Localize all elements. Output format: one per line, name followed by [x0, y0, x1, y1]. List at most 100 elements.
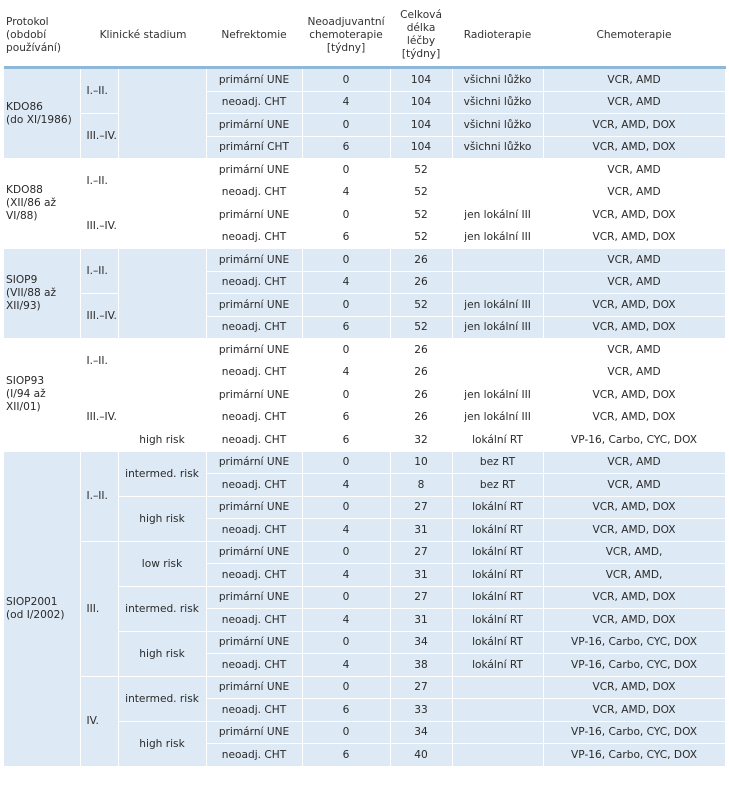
nephrectomy-cell: neoadj. CHT	[206, 181, 303, 204]
nephrectomy-cell: neoadj. CHT	[206, 316, 303, 339]
neoadjuvant-cell: 4	[302, 181, 391, 204]
table-row: IV. intermed. risk primární UNE 0 27 VCR, AMD…	[4, 676, 726, 767]
nephrectomy-cell: neoadj. CHT	[206, 226, 303, 249]
chemotherapy-cell: VCR, AMD, DOX	[543, 383, 726, 407]
radiotherapy-cell: jen lokální III	[452, 316, 544, 339]
radiotherapy-cell: bez RT	[452, 473, 544, 497]
table-header: Protokol (období používání) Klinické stadi…	[4, 4, 726, 69]
radiotherapy-cell: všichni lůžko	[452, 136, 544, 159]
table-row: SIOP9 (VII/88 až XII/93) I.–II. primární UNE…	[4, 248, 726, 339]
total-length-cell: 31	[390, 563, 453, 587]
total-length-cell: 104	[390, 91, 453, 114]
total-length-cell: 27	[390, 541, 453, 564]
chemotherapy-cell: VCR, AMD, DOX	[543, 226, 726, 249]
neoadjuvant-cell: 0	[302, 383, 391, 407]
neoadjuvant-cell: 0	[302, 721, 391, 744]
neoadjuvant-cell: 0	[302, 496, 391, 519]
total-length-cell: 31	[390, 518, 453, 542]
table-row: neoadj. CHT 4 26 VCR, AMD	[4, 361, 726, 384]
nephrectomy-cell: neoadj. CHT	[206, 698, 303, 722]
total-length-cell: 52	[390, 293, 453, 317]
risk-cell: intermed. risk	[118, 676, 207, 722]
total-length-cell: 104	[390, 113, 453, 137]
nephrectomy-cell: neoadj. CHT	[206, 473, 303, 497]
chemotherapy-cell: VCR, AMD,	[543, 563, 726, 587]
table-row: intermed. risk primární UNE 0 27 lokální RT V…	[4, 586, 726, 632]
total-length-cell: 34	[390, 721, 453, 744]
nephrectomy-cell: primární UNE	[206, 248, 303, 272]
total-length-cell: 33	[390, 698, 453, 722]
table-row: neoadj. CHT 4 31 lokální RT VCR, AMD,	[4, 563, 726, 587]
protocol-cell: SIOP93 (I/94 až XII/01)	[4, 338, 81, 452]
total-length-cell: 26	[390, 271, 453, 294]
neoadjuvant-cell: 0	[302, 541, 391, 564]
neoadjuvant-cell: 4	[302, 271, 391, 294]
radiotherapy-cell	[452, 721, 544, 744]
table-row: neoadj. CHT 6 52 jen lokální III VCR, AMD, D…	[4, 226, 726, 249]
total-length-cell: 32	[390, 428, 453, 452]
chemotherapy-cell: VCR, AMD, DOX	[543, 586, 726, 609]
radiotherapy-cell: lokální RT	[452, 518, 544, 542]
total-length-cell: 52	[390, 158, 453, 182]
protocol-cell: SIOP2001 (od I/2002)	[4, 450, 81, 767]
neoadjuvant-cell: 4	[302, 653, 391, 677]
radiotherapy-cell: lokální RT	[452, 563, 544, 587]
neoadjuvant-cell: 4	[302, 518, 391, 542]
chemotherapy-cell: VP-16, Carbo, CYC, DOX	[543, 743, 726, 767]
table-row: neoadj. CHT 4 26 VCR, AMD	[4, 271, 726, 294]
nephrectomy-cell: primární UNE	[206, 293, 303, 317]
table-row: high risk primární UNE 0 34 lokální RT VP-16,…	[4, 631, 726, 677]
radiotherapy-cell: lokální RT	[452, 631, 544, 654]
table-row: III.–IV. primární UNE 0 52 jen lokální III VC…	[4, 203, 726, 249]
radiotherapy-cell	[452, 361, 544, 384]
table-row: high risk primární UNE 0 27 lokální RT VCR, A…	[4, 496, 726, 542]
neoadjuvant-cell: 0	[302, 67, 391, 92]
chemotherapy-cell: VCR, AMD, DOX	[543, 518, 726, 542]
nephrectomy-cell: primární UNE	[206, 338, 303, 362]
neoadjuvant-cell: 4	[302, 608, 391, 632]
nephrectomy-cell: neoadj. CHT	[206, 743, 303, 767]
neoadjuvant-cell: 0	[302, 248, 391, 272]
header-nephrectomy: Nefrektomie	[206, 4, 303, 69]
total-length-cell: 52	[390, 181, 453, 204]
nephrectomy-cell: primární UNE	[206, 541, 303, 564]
radiotherapy-cell: lokální RT	[452, 608, 544, 632]
radiotherapy-cell	[452, 698, 544, 722]
chemotherapy-cell: VCR, AMD, DOX	[543, 496, 726, 519]
protocol-cell: KDO86 (do XI/1986)	[4, 67, 81, 159]
table-row: neoadj. CHT 6 40 VP-16, Carbo, CYC, DOX	[4, 743, 726, 767]
stage-cell: I.–II.	[80, 158, 119, 204]
protocol-table: Protokol (období používání) Klinické stadi…	[4, 4, 726, 767]
chemotherapy-cell: VCR, AMD, DOX	[543, 136, 726, 159]
radiotherapy-cell: všichni lůžko	[452, 67, 544, 92]
chemotherapy-cell: VCR, AMD, DOX	[543, 406, 726, 429]
risk-cell	[118, 158, 207, 249]
radiotherapy-cell: všichni lůžko	[452, 91, 544, 114]
table-row: neoadj. CHT 4 104 všichni lůžko VCR, AMD	[4, 91, 726, 114]
neoadjuvant-cell: 0	[302, 586, 391, 609]
nephrectomy-cell: primární UNE	[206, 158, 303, 182]
nephrectomy-cell: primární UNE	[206, 67, 303, 92]
risk-cell: low risk	[118, 541, 207, 587]
stage-cell: I.–II.	[80, 67, 119, 114]
stage-cell: III.–IV.	[80, 293, 119, 339]
table-row: high risk primární UNE 0 34 VP-16, Carbo, CY…	[4, 721, 726, 767]
nephrectomy-cell: neoadj. CHT	[206, 271, 303, 294]
neoadjuvant-cell: 4	[302, 361, 391, 384]
chemotherapy-cell: VCR, AMD,	[543, 541, 726, 564]
nephrectomy-cell: neoadj. CHT	[206, 608, 303, 632]
neoadjuvant-cell: 0	[302, 450, 391, 474]
radiotherapy-cell: všichni lůžko	[452, 113, 544, 137]
total-length-cell: 26	[390, 406, 453, 429]
nephrectomy-cell: neoadj. CHT	[206, 406, 303, 429]
table-row: neoadj. CHT 6 33 VCR, AMD, DOX	[4, 698, 726, 722]
stage-cell: III.–IV.	[80, 383, 119, 452]
stage-cell: III.	[80, 541, 119, 677]
stage-cell: I.–II.	[80, 450, 119, 542]
nephrectomy-cell: primární UNE	[206, 450, 303, 474]
chemotherapy-cell: VP-16, Carbo, CYC, DOX	[543, 721, 726, 744]
chemotherapy-cell: VCR, AMD, DOX	[543, 608, 726, 632]
radiotherapy-cell: lokální RT	[452, 586, 544, 609]
neoadjuvant-cell: 4	[302, 91, 391, 114]
chemotherapy-cell: VCR, AMD	[543, 473, 726, 497]
